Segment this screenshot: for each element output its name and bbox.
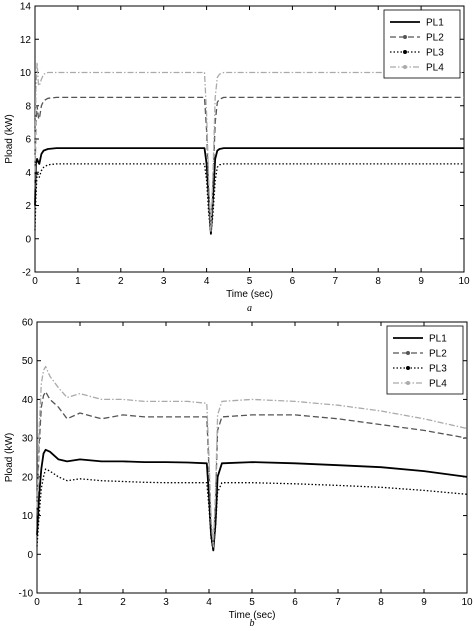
x-tick-label: 7 xyxy=(335,597,341,608)
legend-label-pl2: PL2 xyxy=(426,33,444,44)
y-tick-label: 12 xyxy=(20,35,32,46)
x-axis-label: Time (sec) xyxy=(229,610,276,621)
x-tick-label: 4 xyxy=(204,276,210,287)
x-tick-label: 10 xyxy=(461,597,473,608)
y-tick-label: 60 xyxy=(22,318,34,329)
legend: PL1 PL2 PL3 PL4 xyxy=(383,9,461,79)
y-tick-label: 10 xyxy=(22,511,34,522)
legend-box xyxy=(386,325,464,395)
legend-label-pl3: PL3 xyxy=(426,48,444,59)
legend-label-pl1: PL1 xyxy=(426,18,444,29)
x-tick-label: 2 xyxy=(120,597,126,608)
y-tick-label: 8 xyxy=(25,101,31,112)
x-tick-label: 1 xyxy=(77,597,83,608)
y-tick-label: 50 xyxy=(22,356,34,367)
y-tick-label: 4 xyxy=(25,168,31,179)
y-tick-label: 20 xyxy=(22,472,34,483)
x-tick-label: 9 xyxy=(418,276,424,287)
y-tick-label: 0 xyxy=(27,550,33,561)
legend-marker-pl2 xyxy=(406,351,410,355)
y-tick-label: 14 xyxy=(20,2,32,13)
y-tick-label: 2 xyxy=(25,201,31,212)
x-tick-label: 7 xyxy=(333,276,339,287)
y-tick-label: 6 xyxy=(25,135,31,146)
legend-label-pl3: PL3 xyxy=(429,364,447,375)
legend-marker-pl4 xyxy=(406,381,410,385)
series-line-pl4 xyxy=(34,61,464,233)
legend-label-pl4: PL4 xyxy=(426,63,444,74)
x-tick-label: 1 xyxy=(75,276,81,287)
legend-label-pl1: PL1 xyxy=(429,334,447,345)
legend-label-pl4: PL4 xyxy=(429,379,447,390)
x-tick-label: 8 xyxy=(375,276,381,287)
series-line-pl1 xyxy=(34,147,464,235)
x-tick-label: 6 xyxy=(292,597,298,608)
x-tick-label: 6 xyxy=(290,276,296,287)
x-tick-label: 0 xyxy=(32,276,38,287)
x-tick-label: 0 xyxy=(34,597,40,608)
series-line-pl2 xyxy=(36,391,468,550)
figure-caption: b xyxy=(250,618,255,629)
x-tick-label: 8 xyxy=(378,597,384,608)
y-axis-label: Pload (kW) xyxy=(4,433,15,482)
x-axis-label: Time (sec) xyxy=(226,289,273,300)
legend-marker-pl3 xyxy=(406,366,410,370)
x-tick-label: 3 xyxy=(163,597,169,608)
legend-box xyxy=(383,9,461,79)
series-line-pl3 xyxy=(34,163,464,236)
y-tick-label: -2 xyxy=(22,268,31,279)
x-tick-label: 5 xyxy=(247,276,253,287)
x-tick-label: 10 xyxy=(458,276,470,287)
series-line-pl4 xyxy=(36,365,468,548)
legend-label-pl2: PL2 xyxy=(429,349,447,360)
legend-marker-pl2 xyxy=(403,35,407,39)
x-tick-label: 9 xyxy=(421,597,427,608)
y-tick-label: 10 xyxy=(20,68,32,79)
x-tick-label: 5 xyxy=(249,597,255,608)
legend-marker-pl3 xyxy=(403,50,407,54)
figure-caption: a xyxy=(247,303,252,314)
x-tick-label: 4 xyxy=(206,597,212,608)
legend-marker-pl4 xyxy=(403,65,407,69)
legend: PL1 PL2 PL3 PL4 xyxy=(386,325,464,395)
x-tick-label: 3 xyxy=(161,276,167,287)
y-tick-label: 0 xyxy=(25,234,31,245)
series-line-pl3 xyxy=(36,468,468,552)
y-tick-label: 30 xyxy=(22,434,34,445)
series-line-pl1 xyxy=(36,448,468,552)
y-tick-label: 40 xyxy=(22,395,34,406)
y-axis-label: Pload (kW) xyxy=(4,114,15,163)
y-tick-label: -10 xyxy=(19,589,34,600)
x-tick-label: 2 xyxy=(118,276,124,287)
